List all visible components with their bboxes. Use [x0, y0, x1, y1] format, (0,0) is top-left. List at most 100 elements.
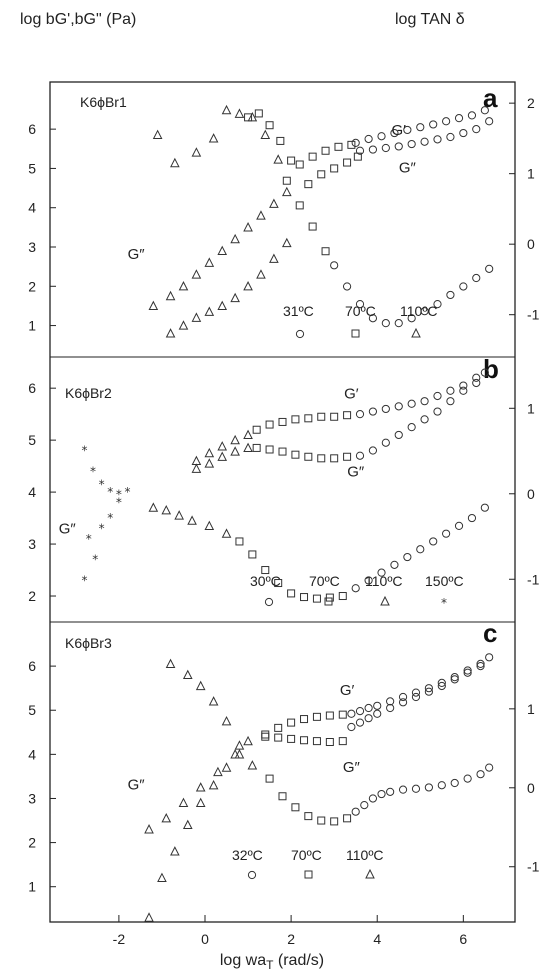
data-point-circle	[467, 111, 477, 120]
data-point-circle	[394, 402, 403, 411]
x-tick-label: 0	[201, 931, 209, 947]
data-point-triangle	[208, 779, 219, 790]
curve-label: G″	[347, 464, 365, 481]
data-point-circle	[463, 668, 472, 677]
data-point-triangle	[178, 320, 189, 330]
data-point-square	[261, 732, 270, 741]
legend-marker-square	[324, 597, 333, 606]
data-point-circle	[450, 675, 459, 684]
curve-labels: G′ G″ G″	[128, 122, 417, 263]
data-point-triangle	[213, 766, 223, 777]
data-point-triangle	[161, 504, 172, 515]
curve-label: G″	[128, 246, 146, 263]
data-point-circle	[485, 264, 494, 273]
data-point-square	[291, 450, 300, 459]
data-point-triangle	[243, 429, 253, 440]
data-point-circle	[463, 666, 472, 675]
data-point-circle	[347, 722, 356, 732]
data-point-triangle	[191, 455, 202, 466]
data-point-triangle	[273, 154, 284, 164]
data-point-triangle	[148, 502, 159, 512]
data-point-triangle	[221, 715, 232, 726]
data-point-triangle	[195, 680, 206, 691]
data-point-circle	[437, 781, 446, 790]
data-point-square	[304, 812, 313, 821]
data-point-circle	[437, 681, 446, 691]
data-point-square	[287, 718, 296, 727]
data-point-circle	[381, 143, 390, 153]
left-tick-label: 6	[28, 121, 36, 137]
data-point-square	[317, 454, 326, 463]
data-point-triangle	[281, 237, 292, 248]
right-tick-label: 1	[527, 400, 535, 416]
right-ticks: -1 0 1	[509, 400, 540, 587]
x-tick-label: 4	[373, 931, 381, 947]
data-point-triangle	[195, 782, 206, 792]
data-point-circle	[373, 701, 382, 710]
data-point-square	[325, 738, 334, 746]
data-point-square	[312, 712, 321, 721]
data-point-circle	[433, 300, 442, 309]
data-point-circle	[450, 673, 459, 682]
left-ticks: 1 2 3 4 5 6	[28, 121, 56, 334]
data-point-triangle	[170, 846, 180, 856]
data-point-circle	[351, 584, 360, 593]
data-point-triangle	[165, 328, 176, 338]
panel-letter: b	[483, 354, 499, 384]
data-point-circle	[472, 273, 481, 283]
data-point-triangle	[221, 104, 232, 115]
data-point-circle	[351, 807, 360, 816]
data-point-square	[252, 425, 261, 434]
data-point-triangle	[243, 442, 253, 453]
data-point-square	[325, 711, 334, 720]
data-point-triangle	[230, 446, 240, 456]
data-point-circle	[450, 778, 459, 788]
legend-marker-circle	[247, 870, 257, 880]
curve-label: G″	[59, 521, 77, 538]
data-point-circle	[459, 128, 468, 138]
right-tick-label: -1	[527, 307, 540, 323]
data-point-triangle	[191, 269, 202, 279]
data-point-circle	[373, 709, 382, 718]
data-point-triangle	[191, 463, 202, 473]
left-tick-label: 3	[28, 790, 36, 806]
data-point-square	[248, 550, 257, 559]
data-point-triangle	[178, 797, 189, 807]
data-point-triangle	[247, 111, 258, 122]
data-point-square	[343, 814, 352, 823]
left-tick-label: 4	[28, 484, 36, 500]
data-point-circle	[420, 415, 429, 424]
legend-temp-1: 30ºC	[250, 573, 281, 589]
right-tick-label: 0	[527, 486, 535, 502]
data-point-triangle	[204, 520, 215, 530]
data-point-triangle	[187, 515, 197, 525]
sample-label: K6ϕBr3	[65, 635, 112, 651]
data-point-circle	[411, 692, 421, 702]
right-tick-label: 0	[527, 780, 535, 796]
data-point-square	[304, 452, 313, 461]
data-point-square	[295, 160, 304, 169]
data-point-square	[274, 579, 283, 588]
legend-marker-square	[304, 870, 313, 879]
right-tick-label: 2	[527, 95, 535, 111]
data-point-square	[291, 803, 300, 812]
data-point-circle	[411, 688, 421, 697]
data-point-circle	[446, 397, 455, 406]
data-point-square	[265, 774, 274, 783]
left-tick-label: 5	[28, 432, 36, 448]
data-point-circle	[433, 391, 442, 401]
data-point-square	[265, 445, 274, 454]
data-point-circle	[454, 114, 464, 123]
data-point-square	[312, 594, 321, 603]
left-tick-label: 2	[28, 835, 36, 851]
left-tick-label: 5	[28, 160, 36, 176]
curve-label: G″	[399, 159, 417, 176]
data-point-circle	[424, 783, 433, 792]
data-point-triangle	[243, 280, 253, 291]
panel-a: a K6ϕBr1 1 2 3 4 5 6 -1 0 1 2 G′ G″ G″ 31ºC 70ºC 1…	[28, 83, 540, 339]
data-point-square	[261, 730, 270, 739]
data-point-square	[308, 222, 317, 231]
data-point-triangle	[230, 434, 240, 445]
data-point-triangle	[234, 749, 245, 759]
